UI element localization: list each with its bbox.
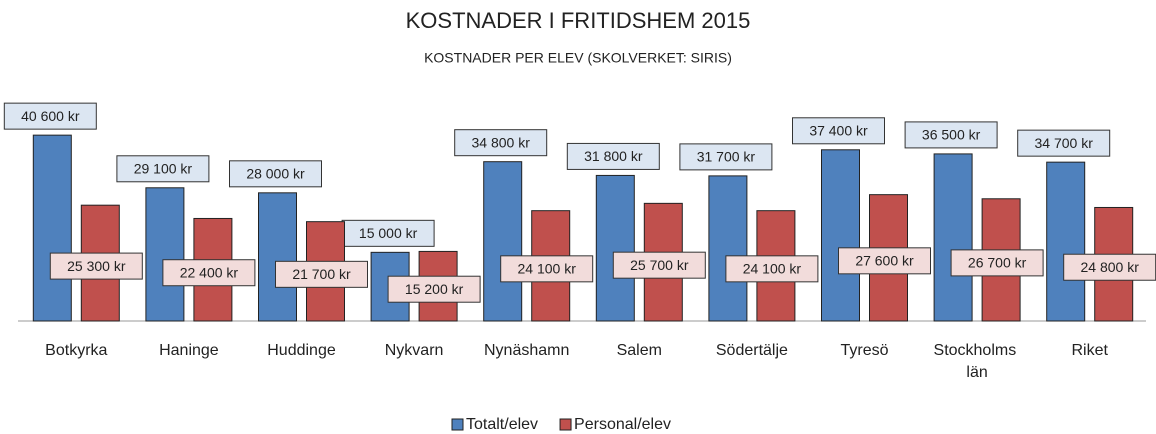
- data-label: 24 100 kr: [743, 261, 802, 277]
- data-label: 34 800 kr: [472, 134, 531, 150]
- legend-swatch: [559, 418, 572, 431]
- data-label-box: [1017, 129, 1111, 157]
- bar: [258, 192, 297, 322]
- bar: [483, 161, 523, 322]
- data-label-box: [162, 259, 256, 287]
- legend-swatch: [451, 418, 464, 431]
- x-tick-label: Södertälje: [716, 342, 788, 359]
- x-tick-label: Botkyrka: [45, 342, 107, 359]
- data-label-box: [454, 129, 548, 157]
- data-label-box: [904, 121, 998, 149]
- data-label: 36 500 kr: [922, 127, 981, 143]
- bar: [933, 153, 973, 322]
- data-label-box: [49, 252, 143, 280]
- x-tick-label: Huddinge: [267, 342, 336, 359]
- x-tick-label: Nykvarn: [385, 342, 444, 359]
- x-tick-label: Nynäshamn: [484, 342, 569, 359]
- chart-title: KOSTNADER I FRITIDSHEM 2015: [406, 8, 751, 33]
- data-label-box: [3, 102, 97, 130]
- data-label: 28 000 kr: [246, 166, 305, 182]
- data-label: 34 700 kr: [1035, 135, 1094, 151]
- data-label: 24 100 kr: [518, 261, 577, 277]
- data-label: 22 400 kr: [180, 264, 239, 280]
- data-label: 26 700 kr: [968, 255, 1027, 271]
- data-label: 21 700 kr: [292, 266, 351, 282]
- x-tick-label: Haninge: [159, 342, 219, 359]
- data-label: 29 100 kr: [134, 160, 193, 176]
- data-label: 40 600 kr: [21, 108, 80, 124]
- data-label: 31 700 kr: [697, 149, 756, 165]
- chart-subtitle: KOSTNADER PER ELEV (SKOLVERKET: SIRIS): [424, 50, 732, 66]
- data-label-box: [566, 142, 660, 170]
- x-tick-label: Salem: [617, 342, 662, 359]
- data-label: 15 000 kr: [359, 225, 418, 241]
- bar: [821, 149, 860, 322]
- data-label-box: [725, 255, 819, 283]
- data-label-box: [229, 160, 322, 188]
- data-label-box: [792, 117, 885, 145]
- x-tick-label: Tyresö: [840, 342, 888, 359]
- bar: [145, 187, 185, 322]
- x-tick-label: Stockholms län: [934, 342, 1021, 381]
- data-label: 31 800 kr: [584, 148, 643, 164]
- data-label-box: [275, 260, 368, 288]
- data-label: 37 400 kr: [809, 122, 868, 138]
- bar: [1046, 161, 1086, 322]
- legend-label: Totalt/elev: [466, 416, 538, 433]
- data-label-box: [838, 247, 931, 275]
- data-label-box: [679, 143, 773, 171]
- data-label: 15 200 kr: [405, 281, 464, 297]
- bar: [708, 175, 748, 322]
- bar: [595, 174, 635, 322]
- data-label: 27 600 kr: [855, 253, 914, 269]
- data-label-box: [612, 251, 706, 279]
- data-label-box: [950, 249, 1044, 277]
- data-label: 24 800 kr: [1081, 259, 1140, 275]
- data-label: 25 700 kr: [630, 257, 689, 273]
- legend-label: Personal/elev: [574, 416, 671, 433]
- bar: [32, 134, 72, 322]
- x-tick-label: Riket: [1071, 342, 1108, 359]
- data-label: 25 300 kr: [67, 258, 126, 274]
- data-label-box: [387, 275, 481, 303]
- data-label-box: [116, 155, 210, 183]
- data-label-box: [500, 255, 594, 283]
